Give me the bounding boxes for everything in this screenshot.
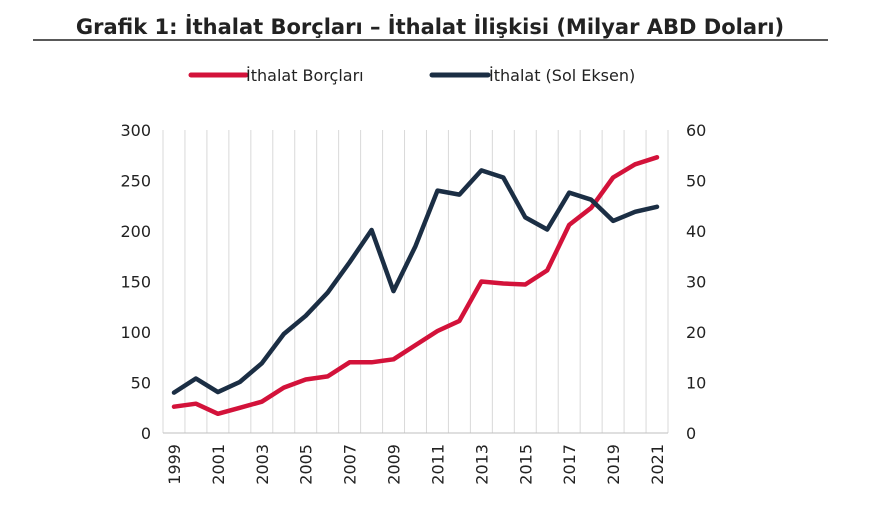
series-line-ithalat-borclari [171, 155, 660, 417]
x-tick-label: 1999 [165, 444, 184, 485]
y-right-axis-ticks: 0 10 20 30 40 50 60 [686, 121, 706, 443]
x-tick-label: 2015 [516, 444, 535, 485]
y-left-tick-label: 100 [120, 323, 151, 342]
y-left-tick-label: 250 [120, 172, 151, 191]
y-right-tick-label: 60 [686, 121, 706, 140]
x-tick-label: 2021 [648, 444, 667, 485]
y-left-tick-label: 300 [120, 121, 151, 140]
series-line-ithalat [171, 168, 660, 395]
y-right-tick-label: 50 [686, 172, 706, 191]
x-tick-label: 2001 [209, 444, 228, 485]
series-lines [171, 155, 660, 417]
x-axis-ticks: 1999 2001 2003 2005 2007 2009 2011 2013 2015 2017… [165, 444, 667, 485]
x-tick-label: 2019 [604, 444, 623, 485]
x-tick-label: 2013 [472, 444, 491, 485]
legend: İthalat Borçları İthalat (Sol Eksen) [188, 66, 635, 85]
gridlines [162, 130, 669, 433]
y-left-tick-label: 150 [120, 273, 151, 292]
x-tick-label: 2007 [341, 444, 360, 485]
y-left-axis-ticks: 0 50 100 150 200 250 300 [120, 121, 151, 443]
y-left-tick-label: 200 [120, 222, 151, 241]
x-tick-label: 2003 [253, 444, 272, 485]
chart-title: Grafik 1: İthalat Borçları – İthalat İli… [76, 14, 784, 39]
legend-label-ithalat-borclari: İthalat Borçları [246, 66, 364, 85]
y-left-tick-label: 0 [141, 424, 151, 443]
y-right-tick-label: 10 [686, 374, 706, 393]
x-tick-label: 2005 [297, 444, 316, 485]
x-tick-label: 2011 [428, 444, 447, 485]
y-left-tick-label: 50 [131, 374, 151, 393]
y-right-tick-label: 20 [686, 323, 706, 342]
x-tick-label: 2009 [385, 444, 404, 485]
y-right-tick-label: 40 [686, 222, 706, 241]
legend-label-ithalat: İthalat (Sol Eksen) [489, 66, 635, 85]
x-tick-label: 2017 [560, 444, 579, 485]
y-right-tick-label: 0 [686, 424, 696, 443]
y-right-tick-label: 30 [686, 273, 706, 292]
